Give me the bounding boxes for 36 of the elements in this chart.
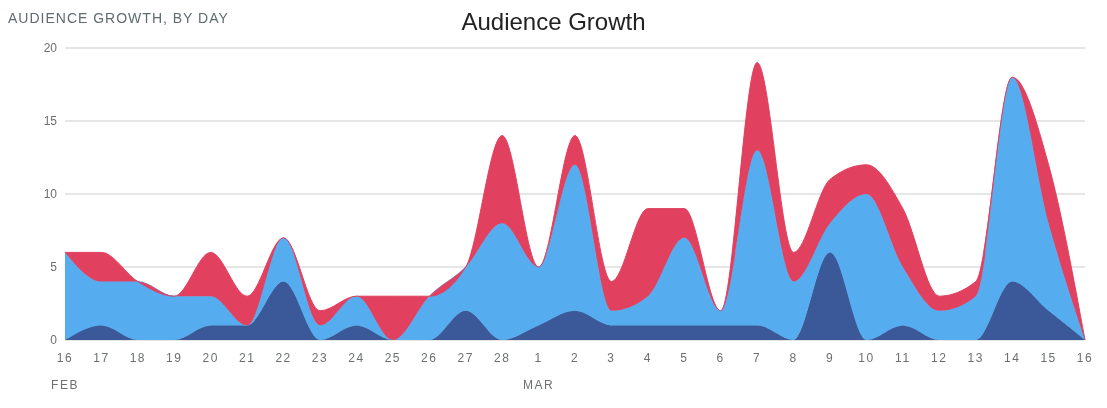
x-tick-label: 1 MAR xyxy=(522,351,555,392)
y-tick-label: 20 xyxy=(43,41,58,56)
chart-title: Audience Growth xyxy=(461,8,646,35)
x-tick-label: 20 xyxy=(202,351,219,365)
x-tick-label: 12 xyxy=(931,351,948,365)
y-tick-label: 15 xyxy=(43,114,58,129)
x-tick-label: 24 xyxy=(348,351,365,365)
x-tick-label: 10 xyxy=(858,351,875,365)
x-tick-label: 17 xyxy=(93,351,110,365)
x-tick-label: 25 xyxy=(384,351,402,365)
x-tick-label: 23 xyxy=(311,351,329,365)
y-tick-label: 5 xyxy=(50,260,58,275)
x-tick-label: 16 FEB xyxy=(51,351,79,392)
x-tick-label: 13 xyxy=(967,351,984,365)
y-tick-label: 10 xyxy=(43,187,58,202)
x-tick-label: 7 xyxy=(753,351,762,365)
x-tick-label: 6 xyxy=(716,351,725,365)
x-tick-label: 18 xyxy=(129,351,147,365)
x-tick-label: 21 xyxy=(238,351,256,365)
x-tick-label: 4 xyxy=(643,351,652,365)
x-tick-label: 11 xyxy=(895,351,911,365)
x-tick-label: 5 xyxy=(680,351,689,365)
chart-subtitle: AUDIENCE GROWTH, BY DAY xyxy=(8,10,229,26)
x-tick-label: 9 xyxy=(825,351,835,365)
x-tick-label: 3 xyxy=(607,351,616,365)
x-tick-label: 15 xyxy=(1040,351,1057,365)
x-tick-label: 14 xyxy=(1003,351,1021,365)
x-tick-label: 16 xyxy=(1076,351,1094,365)
x-tick-label: 19 xyxy=(166,351,183,365)
x-tick-label: 8 xyxy=(789,351,798,365)
x-tick-label: 26 xyxy=(421,351,438,365)
x-tick-label: 27 xyxy=(457,351,474,365)
x-tick-label: 2 xyxy=(570,351,580,365)
x-tick-label: 28 xyxy=(493,351,511,365)
x-tick-label: 22 xyxy=(275,351,292,365)
y-tick-label: 0 xyxy=(50,333,58,348)
